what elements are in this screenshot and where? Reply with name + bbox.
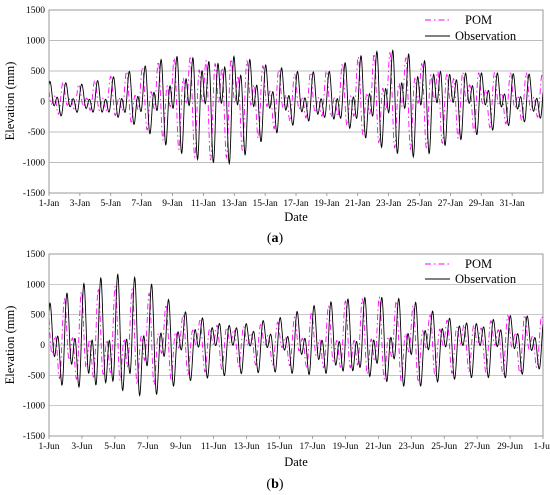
y-ticks-a: 1500 1000 500 0 -500 -1000 -1500 — [23, 6, 45, 199]
y-tick-label: 0 — [40, 341, 45, 351]
y-tick-label: -500 — [28, 128, 46, 138]
series-line-observation — [49, 49, 543, 166]
x-tick-label: 7-Jan — [131, 199, 152, 209]
x-tick-label: 27-Jun — [464, 442, 490, 452]
x-tick-label: 31-Jan — [499, 199, 525, 209]
y-tick-label: 1000 — [26, 280, 45, 290]
x-tick-label: 1-Jul — [534, 442, 550, 452]
x-tick-label: 17-Jun — [300, 442, 326, 452]
panel-a: 1500 1000 500 0 -500 -1000 -1500 1-Jan 3-Jan 5-J… — [3, 6, 544, 224]
series-b — [49, 273, 543, 397]
y-tick-label: 1000 — [26, 37, 45, 47]
x-tick-label: 3-Jan — [70, 199, 91, 209]
x-tick-label: 9-Jun — [170, 442, 191, 452]
y-tick-label: 500 — [31, 67, 46, 77]
x-tick-label: 11-Jun — [201, 442, 227, 452]
y-tick-label: 1500 — [26, 6, 45, 16]
legend-label-pom-b: POM — [465, 257, 492, 271]
panel-b: 1500 1000 500 0 -500 -1000 -1500 1-Jun 3-Jun 5-J… — [3, 250, 550, 469]
x-tick-label: 11-Jan — [191, 199, 216, 209]
x-ticks-b: 1-Jun 3-Jun 5-Jun 7-Jun 9-Jun 11-Jun 13-Jun 15-… — [38, 436, 550, 452]
caption-a: (a) — [267, 231, 284, 246]
legend-a: POM Observation — [425, 13, 517, 43]
x-tick-label: 5-Jan — [100, 199, 121, 209]
legend-label-pom-a: POM — [465, 13, 492, 27]
x-ticks-a: 1-Jan 3-Jan 5-Jan 7-Jan 9-Jan 11-Jan 13-Jan 15-… — [39, 193, 525, 209]
caption-b: (b) — [266, 477, 283, 492]
x-tick-label: 19-Jun — [332, 442, 358, 452]
x-tick-label: 21-Jun — [365, 442, 391, 452]
x-tick-label: 1-Jan — [39, 199, 60, 209]
y-axis-label-a: Elevation (mm) — [3, 62, 17, 141]
x-tick-label: 13-Jun — [234, 442, 260, 452]
x-tick-label: 3-Jun — [71, 442, 92, 452]
legend-label-observation-b: Observation — [455, 272, 517, 286]
x-tick-label: 21-Jan — [345, 199, 371, 209]
legend-b: POM Observation — [425, 257, 517, 286]
caption-a-letter: a — [272, 231, 279, 246]
caption-b-letter: b — [271, 477, 279, 492]
x-tick-label: 1-Jun — [38, 442, 59, 452]
y-tick-label: 0 — [40, 98, 45, 108]
y-ticks-b: 1500 1000 500 0 -500 -1000 -1500 — [23, 250, 45, 442]
series-line-observation — [49, 273, 543, 397]
x-axis-label-a: Date — [284, 210, 308, 224]
x-tick-label: 5-Jun — [104, 442, 125, 452]
x-tick-label: 9-Jan — [162, 199, 183, 209]
x-tick-label: 19-Jan — [314, 199, 340, 209]
x-tick-label: 23-Jan — [376, 199, 402, 209]
y-tick-label: -1000 — [23, 159, 45, 169]
x-tick-label: 23-Jun — [398, 442, 424, 452]
y-tick-label: -1500 — [23, 432, 45, 442]
x-tick-label: 25-Jan — [407, 199, 433, 209]
y-tick-label: -500 — [28, 371, 46, 381]
grid-a — [49, 40, 543, 163]
series-line-pom — [49, 51, 543, 161]
y-tick-label: 1500 — [26, 250, 45, 260]
legend-label-observation-a: Observation — [455, 29, 517, 43]
series-a — [49, 49, 543, 166]
x-tick-label: 15-Jun — [267, 442, 293, 452]
y-axis-label-b: Elevation (mm) — [3, 306, 17, 385]
y-tick-label: -1500 — [23, 189, 45, 199]
x-tick-label: 29-Jan — [469, 199, 495, 209]
x-tick-label: 29-Jun — [497, 442, 523, 452]
x-tick-label: 17-Jan — [283, 199, 309, 209]
y-tick-label: -1000 — [23, 402, 45, 412]
series-line-pom — [49, 284, 543, 386]
x-tick-label: 7-Jun — [137, 442, 158, 452]
x-tick-label: 25-Jun — [431, 442, 457, 452]
x-axis-label-b: Date — [284, 455, 308, 469]
x-tick-label: 13-Jan — [222, 199, 248, 209]
x-tick-label: 15-Jan — [252, 199, 278, 209]
y-tick-label: 500 — [31, 311, 46, 321]
x-tick-label: 27-Jan — [438, 199, 464, 209]
